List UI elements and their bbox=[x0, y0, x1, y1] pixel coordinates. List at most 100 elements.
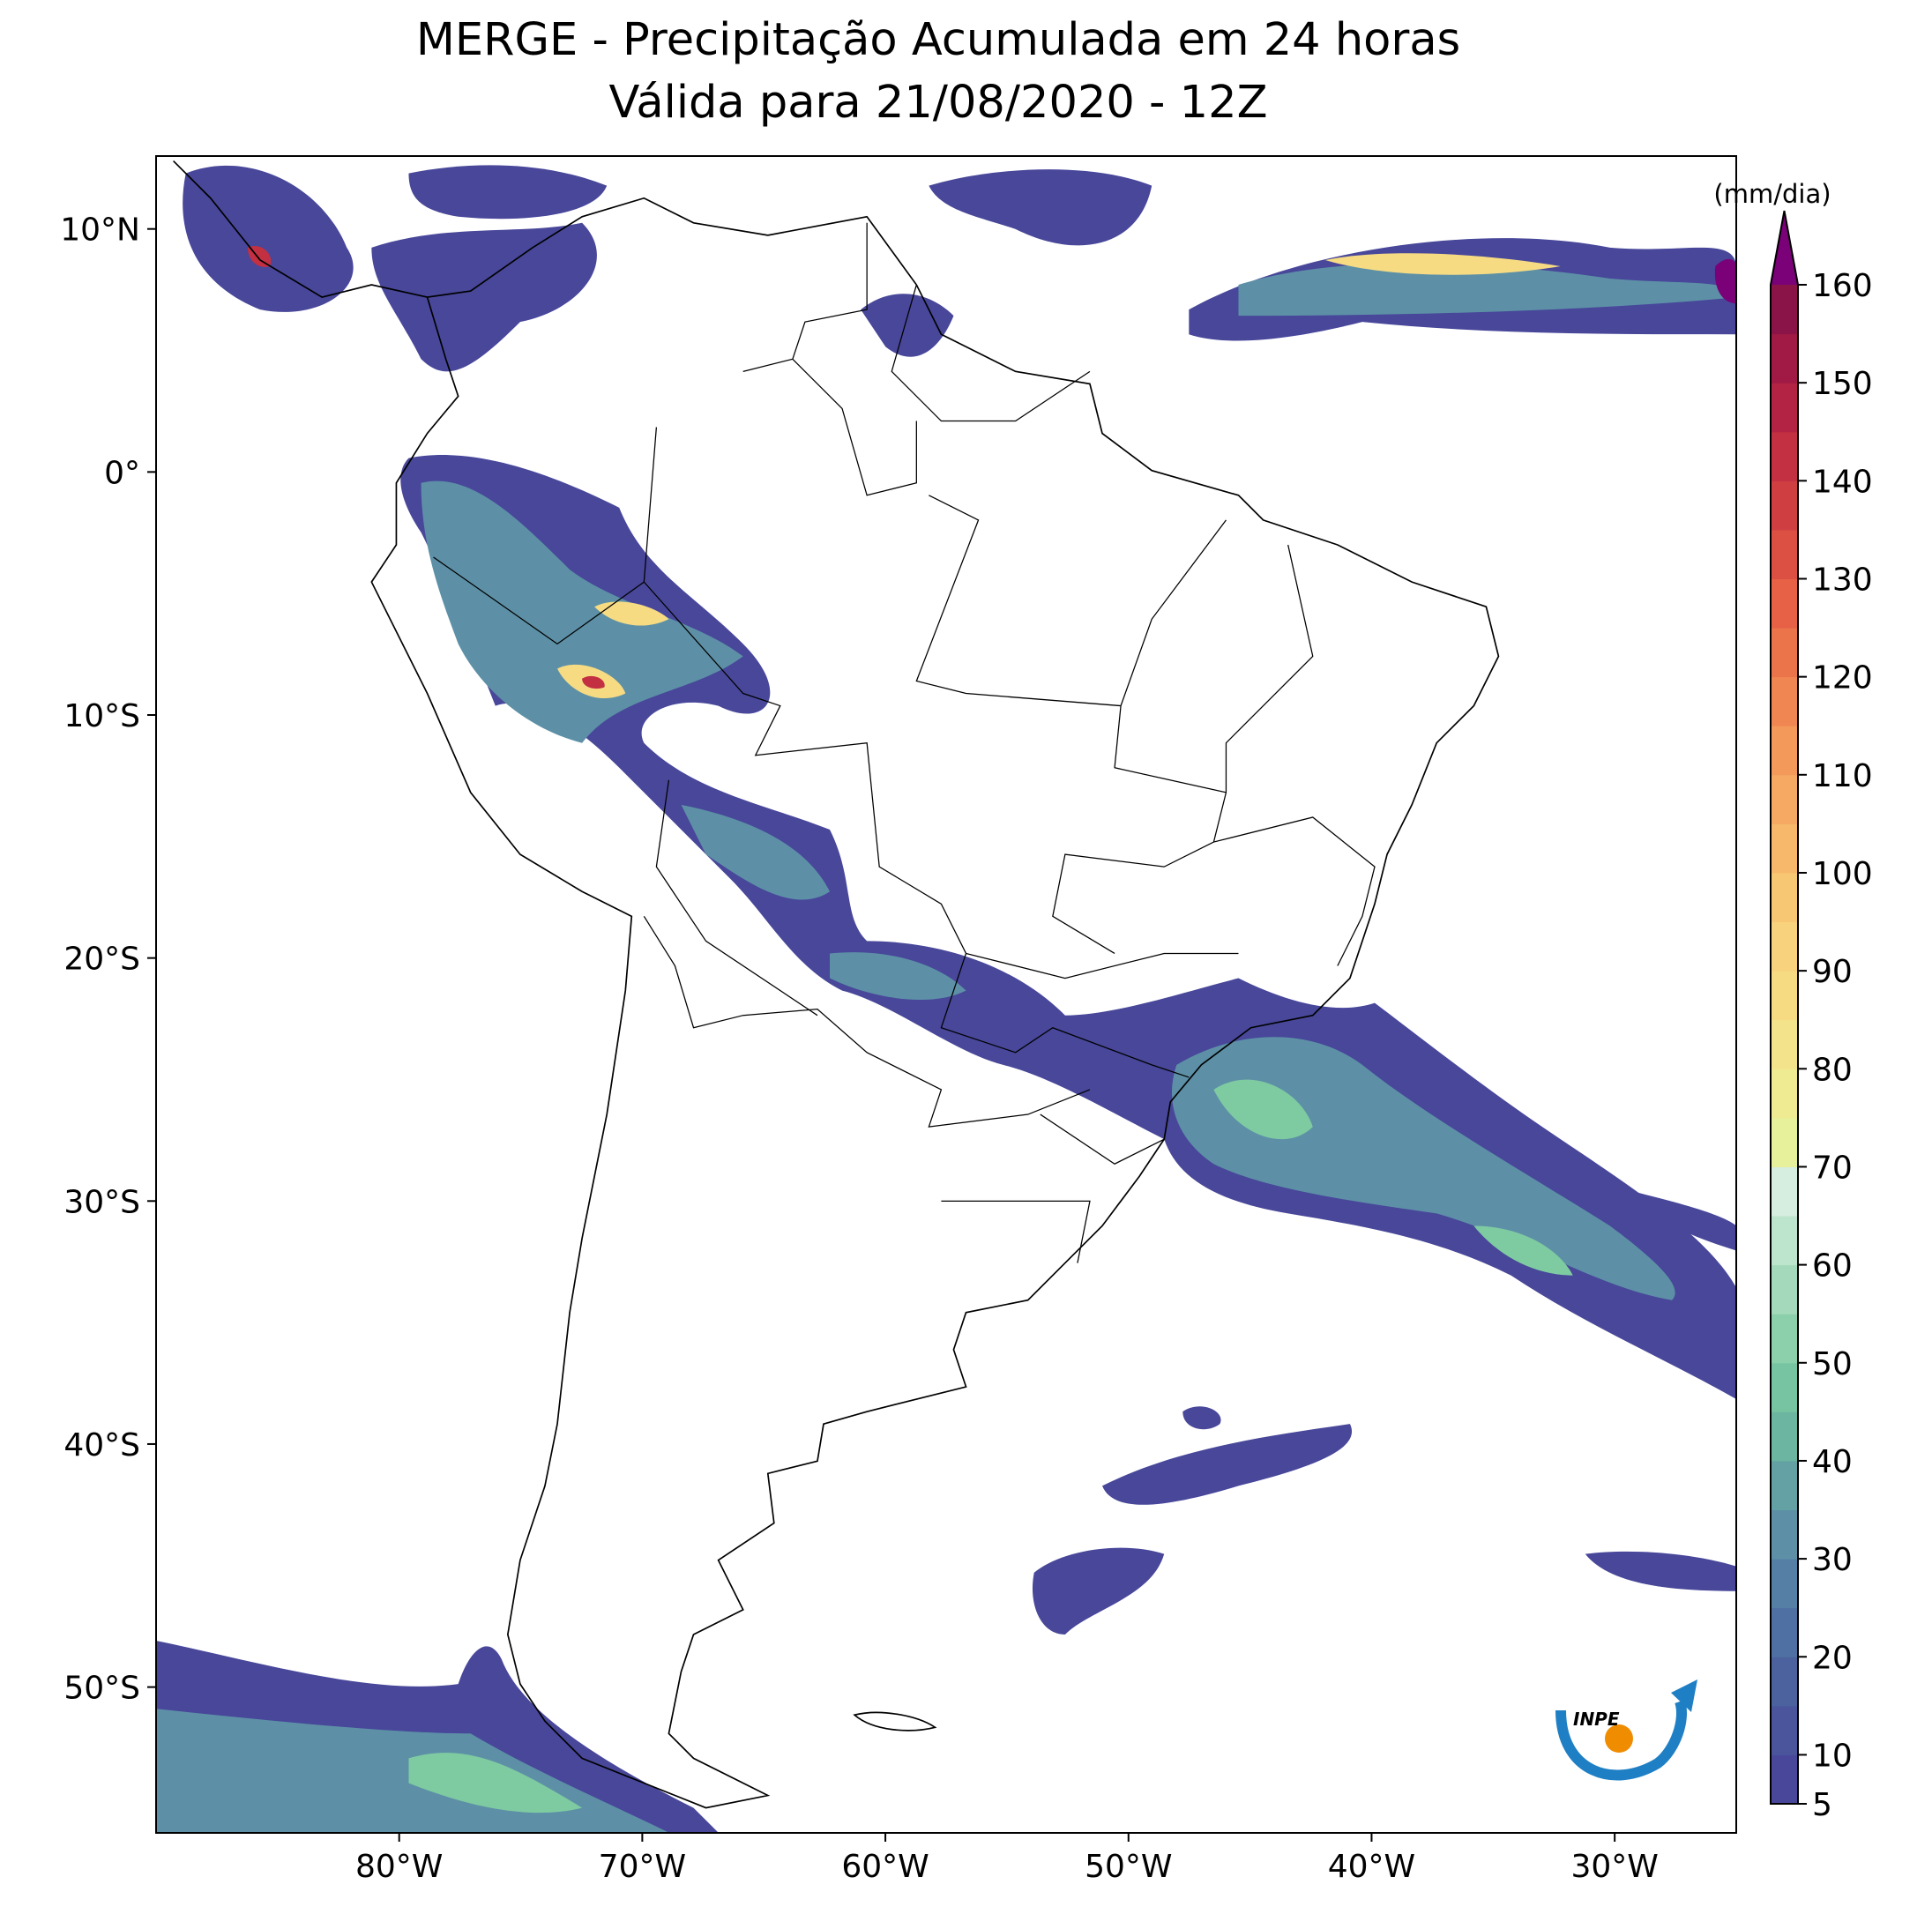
rain-area bbox=[421, 480, 743, 743]
colorbar-tick-label: 90 bbox=[1812, 954, 1853, 990]
colorbar-tick-label: 60 bbox=[1812, 1248, 1853, 1285]
colorbar-tick-label: 130 bbox=[1812, 562, 1873, 598]
y-tick-label: 0° bbox=[104, 455, 140, 491]
coastline bbox=[370, 197, 1500, 1809]
x-tick-label: 50°W bbox=[1085, 1849, 1172, 1885]
colorbar-tick-label: 120 bbox=[1812, 660, 1873, 696]
rain-area bbox=[681, 804, 831, 900]
rain-area bbox=[929, 169, 1152, 246]
colorbar-segment bbox=[1771, 1019, 1798, 1069]
x-tick-label: 60°W bbox=[841, 1849, 929, 1885]
y-tick-label: 20°S bbox=[63, 942, 140, 978]
colorbar-segment bbox=[1771, 1166, 1798, 1217]
rain-area bbox=[1182, 1406, 1221, 1430]
colorbar-segment bbox=[1771, 480, 1798, 531]
colorbar-segment bbox=[1771, 1754, 1798, 1805]
colorbar-segment bbox=[1771, 676, 1798, 726]
colorbar-segment bbox=[1771, 333, 1798, 384]
rain-area bbox=[408, 165, 608, 220]
colorbar-segment bbox=[1771, 872, 1798, 923]
title: MERGE - Precipitação Acumulada em 24 hor… bbox=[416, 14, 1460, 66]
colorbar: 5 10 20 30 40 50 60 70 80 90 100 110 120 130 140 150 160 bbox=[1770, 210, 1873, 1823]
x-tick-label: 40°W bbox=[1328, 1849, 1415, 1885]
x-tick-label: 80°W bbox=[355, 1849, 443, 1885]
coastline bbox=[173, 160, 428, 298]
colorbar-tick-label: 140 bbox=[1812, 464, 1873, 500]
rain-area bbox=[582, 675, 605, 689]
precipitation bbox=[156, 165, 1736, 1833]
colorbar-segment bbox=[1771, 1314, 1798, 1364]
colorbar-segment bbox=[1771, 1264, 1798, 1314]
colorbar-frame bbox=[1770, 210, 1799, 1805]
y-tick-label: 10°S bbox=[63, 698, 140, 734]
rain-area bbox=[371, 222, 597, 372]
rain-area bbox=[1032, 1547, 1165, 1635]
rain-area bbox=[408, 1753, 583, 1813]
subtitle: Válida para 21/08/2020 - 12Z bbox=[608, 77, 1267, 129]
coastline bbox=[853, 1711, 937, 1732]
colorbar-segment bbox=[1771, 529, 1798, 579]
colorbar-segment bbox=[1771, 578, 1798, 629]
y-tick-label: 30°S bbox=[63, 1184, 140, 1220]
rain-area bbox=[1473, 1225, 1573, 1276]
logo-swoosh bbox=[1555, 1700, 1687, 1781]
colorbar-tick-label: 50 bbox=[1812, 1346, 1853, 1382]
colorbar-segment bbox=[1771, 726, 1798, 776]
colorbar-segment bbox=[1771, 1411, 1798, 1462]
colorbar-tick-label: 80 bbox=[1812, 1052, 1853, 1088]
colorbar-segment bbox=[1771, 1362, 1798, 1412]
rain-area bbox=[1102, 1424, 1353, 1505]
colorbar-segment bbox=[1771, 1069, 1798, 1119]
x-tick-label: 30°W bbox=[1570, 1849, 1658, 1885]
colorbar-label: (mm/dia) bbox=[1713, 179, 1831, 209]
colorbar-segment bbox=[1771, 1607, 1798, 1657]
colorbar-segment bbox=[1771, 431, 1798, 481]
map-area bbox=[156, 160, 1736, 1833]
colorbar-segment bbox=[1771, 1460, 1798, 1511]
colorbar-tick-label: 10 bbox=[1812, 1738, 1853, 1774]
colorbar-segment bbox=[1771, 1117, 1798, 1167]
logo-dot bbox=[1605, 1724, 1633, 1753]
map-layer bbox=[156, 160, 1736, 1833]
colorbar-segment bbox=[1771, 1216, 1798, 1266]
colorbar-tick-label: 150 bbox=[1812, 366, 1873, 402]
colorbar-segment bbox=[1771, 823, 1798, 874]
colorbar-extend bbox=[1771, 211, 1798, 285]
x-tick-label: 70°W bbox=[599, 1849, 686, 1885]
colorbar-segment bbox=[1771, 628, 1798, 678]
colorbar-segment bbox=[1771, 1705, 1798, 1755]
colorbar-segment bbox=[1771, 285, 1798, 335]
colorbar-segment bbox=[1771, 383, 1798, 433]
rain-area bbox=[1622, 1188, 1736, 1251]
rain-area bbox=[1585, 1551, 1736, 1591]
rain-area bbox=[1324, 253, 1561, 275]
colorbar-segment bbox=[1771, 1657, 1798, 1707]
y-tick-label: 40°S bbox=[63, 1427, 140, 1463]
colorbar-tick-label: 100 bbox=[1812, 856, 1873, 892]
y-tick-label: 10°N bbox=[60, 212, 140, 249]
rain-area bbox=[594, 601, 669, 626]
colorbar-segment bbox=[1771, 971, 1798, 1021]
colorbar-tick-label: 5 bbox=[1812, 1787, 1832, 1823]
colorbar-tick-label: 160 bbox=[1812, 268, 1873, 304]
rain-area bbox=[1213, 1079, 1313, 1140]
colorbar-tick-label: 110 bbox=[1812, 758, 1873, 794]
colorbar-segment bbox=[1771, 921, 1798, 972]
colorbar-tick-label: 40 bbox=[1812, 1444, 1853, 1480]
rain-area bbox=[183, 165, 354, 312]
colorbar-tick-label: 30 bbox=[1812, 1542, 1853, 1578]
colorbar-tick-label: 20 bbox=[1812, 1640, 1853, 1676]
rain-area bbox=[861, 294, 954, 357]
logo-arrow bbox=[1671, 1679, 1697, 1712]
colorbar-tick-label: 70 bbox=[1812, 1150, 1853, 1186]
colorbar-segment bbox=[1771, 1509, 1798, 1560]
logo: INPE bbox=[1555, 1679, 1697, 1781]
rain-area bbox=[830, 952, 966, 1001]
y-tick-label: 50°S bbox=[63, 1671, 140, 1707]
rain-area bbox=[1714, 258, 1736, 304]
colorbar-segment bbox=[1771, 774, 1798, 824]
logo-text: INPE bbox=[1573, 1709, 1620, 1730]
